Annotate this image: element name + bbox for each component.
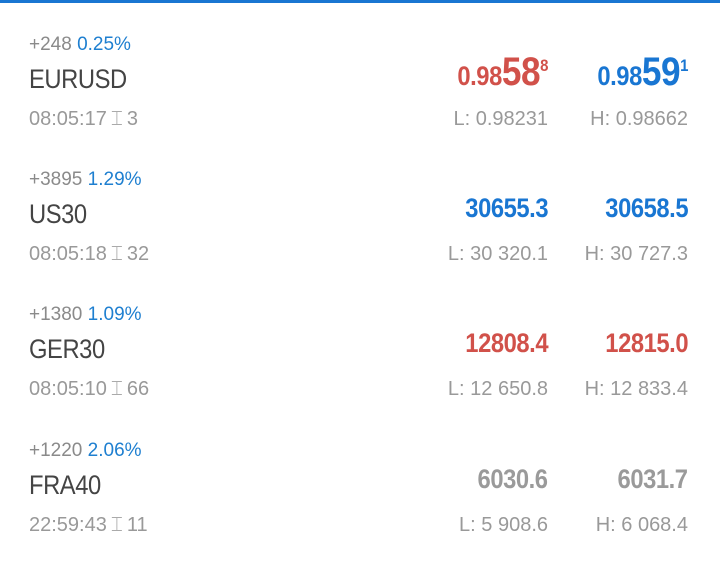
bid-price[interactable]: 30655.3 — [465, 193, 548, 223]
change-percent: 1.09% — [87, 304, 142, 325]
ask-price[interactable]: 30658.5 — [605, 193, 688, 223]
symbol: FRA40 — [29, 470, 101, 500]
ask-prefix: 0.98 — [597, 61, 642, 91]
low: L: 12 650.8 — [447, 378, 548, 400]
time-spread: 08:05:18 ⌶ 32 — [29, 243, 149, 266]
quote-time: 08:05:18 — [29, 243, 107, 265]
spread: 66 — [126, 378, 150, 400]
change: +3895 1.29% — [29, 169, 142, 191]
high: H: 30 727.3 — [584, 243, 688, 265]
bid-prefix: 0.98 — [457, 61, 502, 91]
ask-sup: 1 — [680, 56, 688, 75]
change: +248 0.25% — [29, 34, 131, 56]
quote-row-ger30[interactable]: +1380 1.09% GER30 08:05:10 ⌶ 66 12808.4 12… — [0, 284, 720, 419]
change: +1220 2.06% — [29, 440, 142, 462]
change-percent: 1.29% — [87, 169, 142, 190]
spread: 11 — [126, 514, 148, 536]
spread-icon: ⌶ — [110, 378, 123, 400]
low: L: 5 908.6 — [459, 514, 548, 536]
top-accent-bar — [0, 0, 720, 3]
symbol: US30 — [29, 199, 87, 229]
change-points: +3895 — [29, 169, 83, 190]
ask-price[interactable]: 6031.7 — [617, 464, 688, 494]
low: L: 0.98231 — [453, 108, 548, 130]
high: H: 0.98662 — [590, 108, 688, 130]
high: H: 12 833.4 — [584, 378, 688, 400]
low: L: 30 320.1 — [447, 243, 548, 265]
time-spread: 22:59:43 ⌶ 11 — [29, 514, 148, 537]
symbol: EURUSD — [29, 64, 127, 94]
spread-icon: ⌶ — [110, 514, 123, 536]
quote-row-us30[interactable]: +3895 1.29% US30 08:05:18 ⌶ 32 30655.3 306… — [0, 149, 720, 284]
spread-icon: ⌶ — [110, 108, 123, 130]
quote-time: 08:05:10 — [29, 378, 107, 400]
bid-big: 58 — [501, 50, 541, 94]
spread: 32 — [126, 243, 150, 265]
high: H: 6 068.4 — [595, 514, 688, 536]
bid-price[interactable]: 0.98588 — [457, 50, 548, 95]
bid-sup: 8 — [540, 56, 548, 75]
ask-big: 59 — [641, 50, 681, 94]
ask-price[interactable]: 12815.0 — [605, 328, 688, 358]
quote-time: 22:59:43 — [29, 514, 107, 536]
quote-time: 08:05:17 — [29, 108, 107, 130]
quote-row-fra40[interactable]: +1220 2.06% FRA40 22:59:43 ⌶ 11 6030.6 603… — [0, 420, 720, 555]
change-percent: 0.25% — [77, 34, 131, 55]
change-percent: 2.06% — [87, 440, 142, 461]
bid-price[interactable]: 6030.6 — [477, 464, 548, 494]
quote-row-eurusd[interactable]: +248 0.25% EURUSD 08:05:17 ⌶ 3 0.98588 0.9… — [0, 14, 720, 149]
time-spread: 08:05:17 ⌶ 3 — [29, 108, 138, 131]
change-points: +248 — [29, 34, 72, 55]
change: +1380 1.09% — [29, 304, 142, 326]
time-spread: 08:05:10 ⌶ 66 — [29, 378, 149, 401]
change-points: +1220 — [29, 440, 83, 461]
change-points: +1380 — [29, 304, 83, 325]
spread-icon: ⌶ — [110, 243, 123, 265]
symbol: GER30 — [29, 334, 105, 364]
bid-price[interactable]: 12808.4 — [465, 328, 548, 358]
spread: 3 — [126, 108, 138, 130]
ask-price[interactable]: 0.98591 — [597, 50, 688, 95]
